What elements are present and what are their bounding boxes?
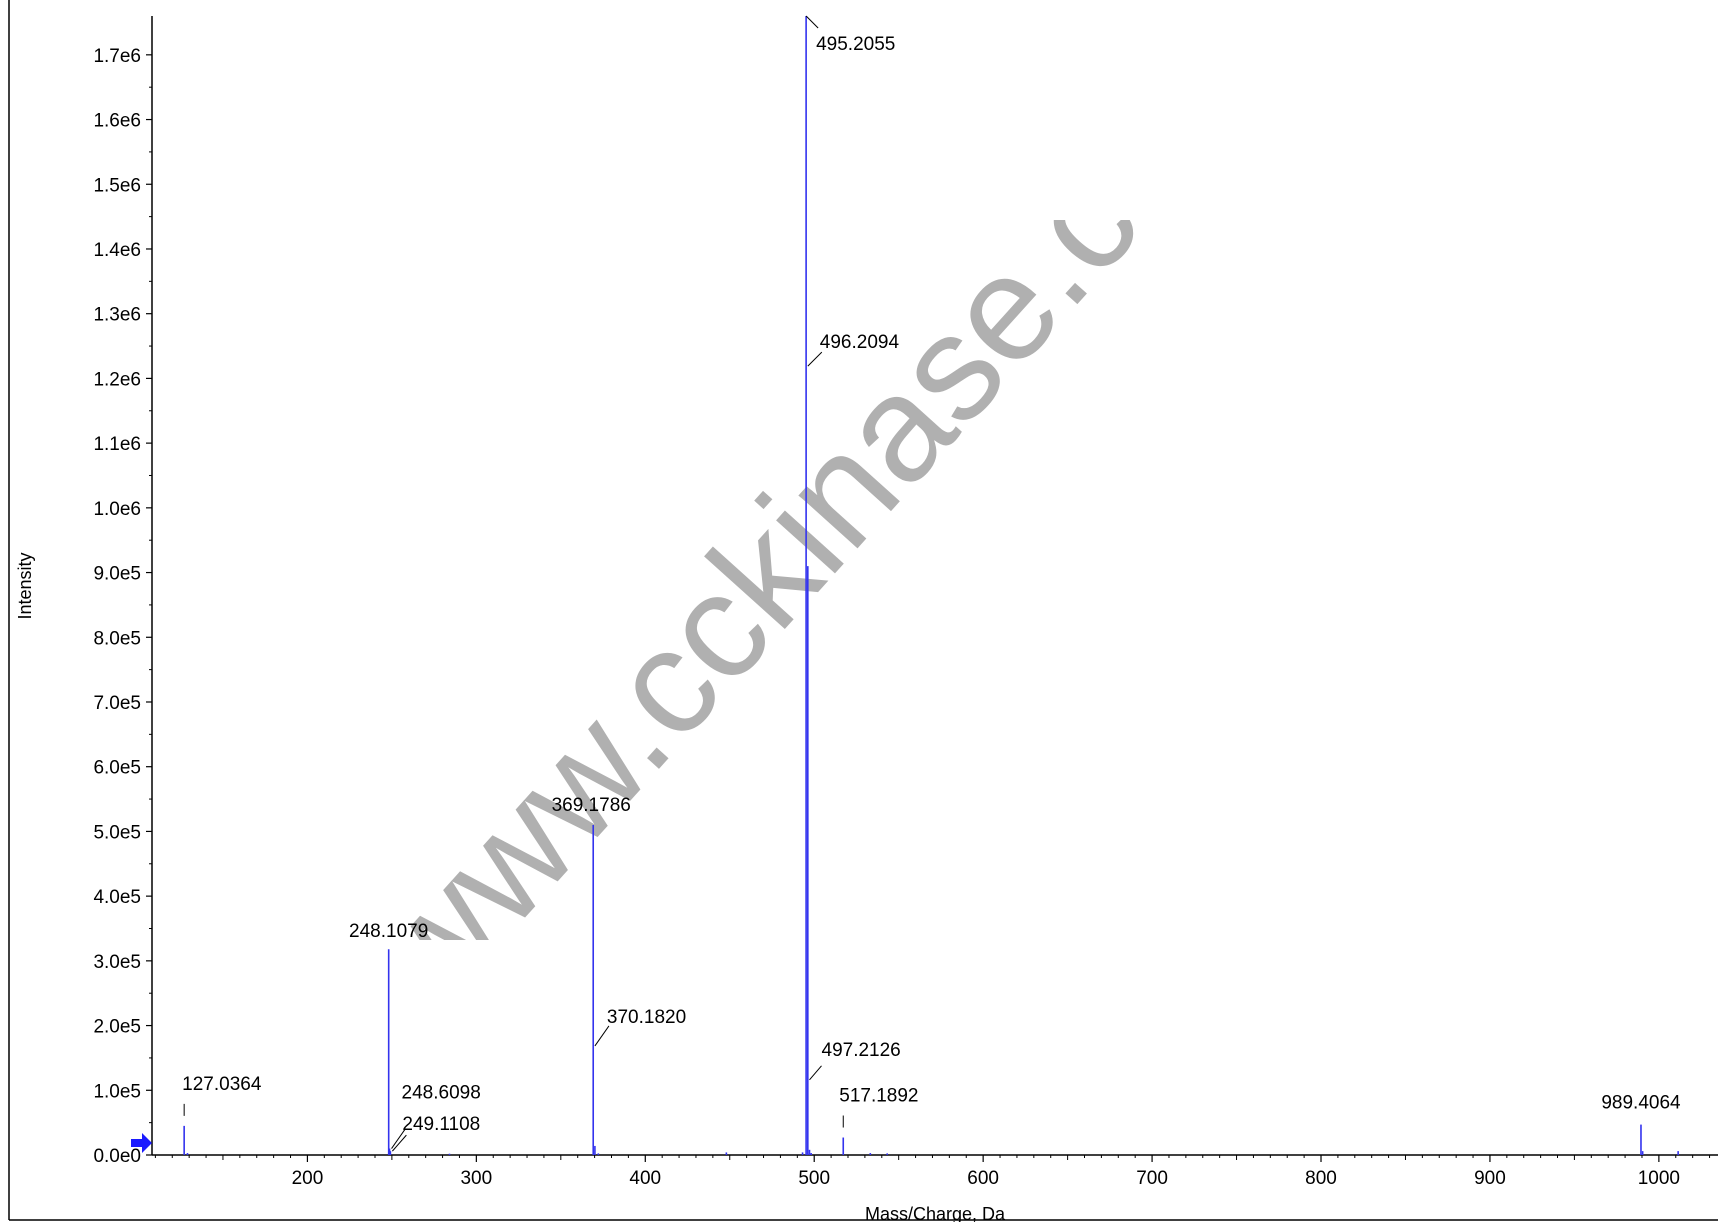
- peak-label: 249.1108: [402, 1114, 480, 1135]
- y-tick-label: 1.4e6: [93, 240, 141, 261]
- x-tick-label: 400: [629, 1168, 661, 1189]
- peak-label-leader: [391, 1128, 406, 1149]
- y-tick-label: 1.0e6: [93, 499, 141, 520]
- x-tick-label: 600: [967, 1168, 999, 1189]
- watermark: www.cckinase.co: [336, 75, 1226, 1037]
- peak-label-leader: [392, 1134, 407, 1152]
- y-tick-label: 7.0e5: [93, 693, 141, 714]
- y-tick-label: 6.0e5: [93, 758, 141, 779]
- y-tick-label: 9.0e5: [93, 564, 141, 585]
- y-tick-label: 8.0e5: [93, 628, 141, 649]
- x-tick-label: 200: [292, 1168, 324, 1189]
- peak-label: 495.2055: [816, 34, 895, 55]
- peak-label: 517.1892: [839, 1086, 918, 1107]
- peak-label-leader: [809, 1065, 822, 1081]
- peak-label: 370.1820: [607, 1007, 686, 1028]
- y-tick-label: 1.2e6: [93, 369, 141, 390]
- y-tick-label: 1.5e6: [93, 175, 141, 196]
- y-tick-label: 5.0e5: [93, 822, 141, 843]
- peak-label: 127.0364: [182, 1074, 262, 1095]
- peak-label: 248.1079: [349, 921, 428, 942]
- x-tick-label: 500: [798, 1168, 830, 1189]
- y-tick-label: 4.0e5: [93, 887, 141, 908]
- x-axis-title: Mass/Charge, Da: [865, 1204, 1006, 1222]
- x-tick-label: 300: [460, 1168, 492, 1189]
- peak-label: 989.4064: [1601, 1093, 1681, 1114]
- y-tick-label: 1.0e5: [93, 1081, 141, 1102]
- peak-label-leader: [594, 1025, 610, 1047]
- peak-label: 497.2126: [822, 1040, 901, 1061]
- y-tick-label: 1.6e6: [93, 111, 141, 132]
- y-axis-title: Intensity: [15, 552, 35, 619]
- x-tick-label: 1000: [1638, 1168, 1680, 1189]
- peak-label-leader: [805, 15, 819, 29]
- y-tick-label: 1.7e6: [93, 46, 141, 67]
- x-tick-label: 800: [1305, 1168, 1337, 1189]
- peak-label-leader: [807, 351, 823, 367]
- peak-label: 496.2094: [820, 332, 900, 353]
- y-tick-label: 1.3e6: [93, 305, 141, 326]
- x-tick-label: 700: [1136, 1168, 1168, 1189]
- peak-label: 248.6098: [402, 1083, 481, 1104]
- x-tick-label: 900: [1474, 1168, 1506, 1189]
- y-tick-label: 3.0e5: [93, 952, 141, 973]
- y-tick-label: 1.1e6: [93, 434, 141, 455]
- baseline-marker-arrow-icon: [131, 1133, 152, 1153]
- peak-label: 369.1786: [552, 795, 631, 816]
- y-tick-label: 2.0e5: [93, 1017, 141, 1038]
- y-tick-label: 0.0e0: [93, 1146, 141, 1167]
